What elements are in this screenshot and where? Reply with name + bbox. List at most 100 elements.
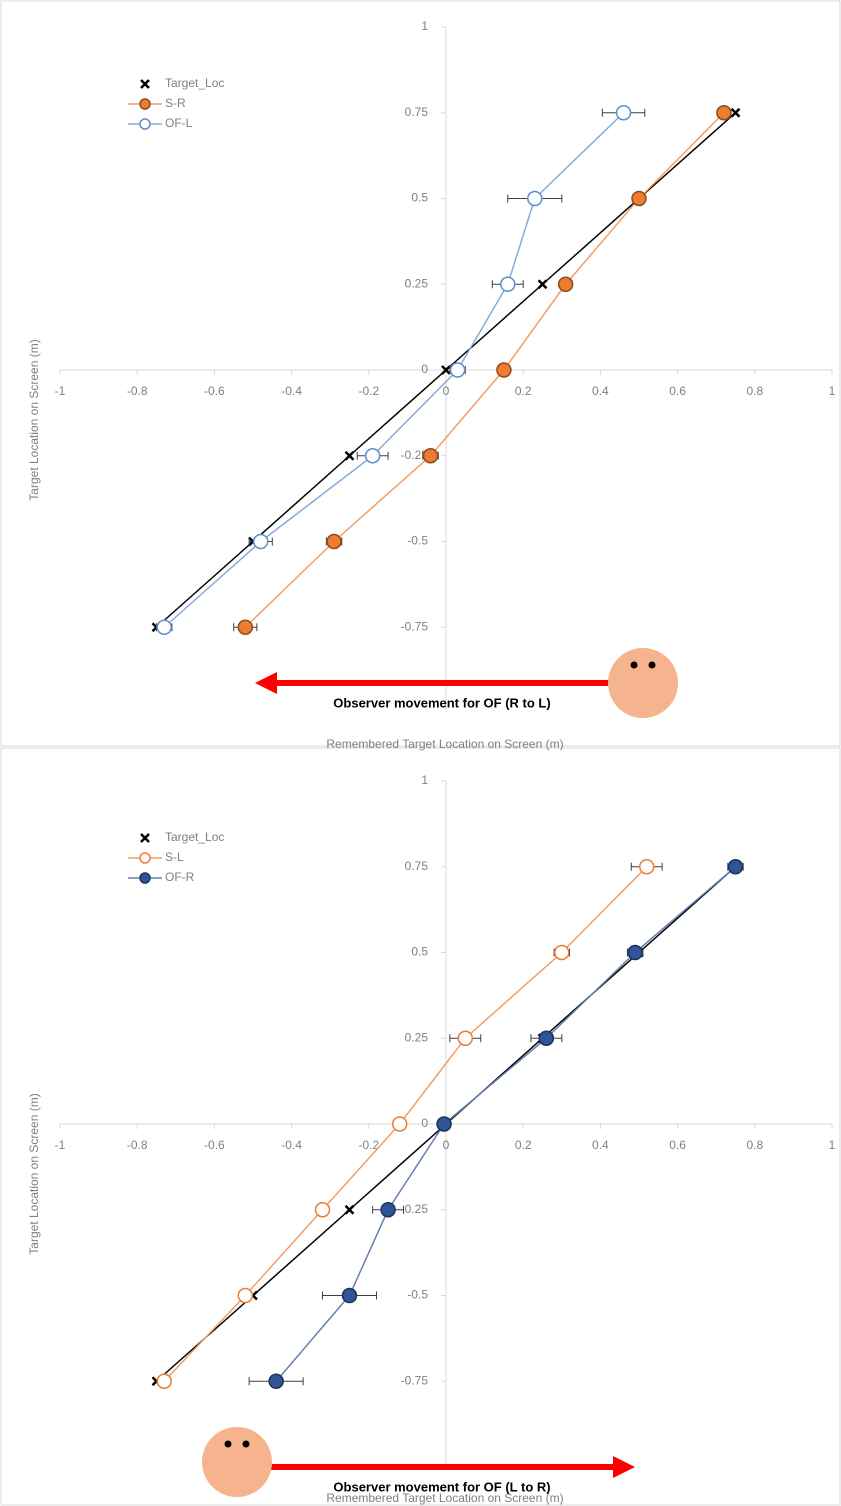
x-tick-label: 1 [829, 1138, 836, 1152]
y-tick-label: 0.75 [405, 859, 429, 873]
y-tick-label: -0.25 [401, 1202, 429, 1216]
data-point [252, 533, 269, 550]
x-tick-label: 0 [443, 384, 450, 398]
x-tick-label: -0.2 [358, 384, 379, 398]
y-tick-label: 0.5 [411, 945, 428, 959]
y-tick-label: -0.5 [407, 534, 428, 548]
x-tick-label: 0.2 [515, 384, 532, 398]
data-point [537, 279, 548, 290]
x-tick-label: -1 [55, 384, 66, 398]
observer-eye [224, 1440, 232, 1448]
arrow-head [255, 672, 277, 694]
data-point [538, 1030, 555, 1046]
observer-eye [648, 661, 656, 669]
data-point [422, 448, 439, 464]
arrow-head [613, 1456, 635, 1478]
x-axis-title: Remembered Target Location on Screen (m) [326, 1491, 563, 1505]
data-point [344, 450, 355, 461]
x-tick-label: -0.8 [127, 384, 148, 398]
data-point [326, 533, 342, 550]
y-tick-label: 1 [421, 19, 428, 33]
y-tick-label: -0.25 [401, 448, 429, 462]
x-tick-label: -0.4 [281, 384, 302, 398]
legend-marker [140, 79, 150, 89]
x-tick-label: -0.2 [358, 1138, 379, 1152]
legend-marker [139, 118, 151, 130]
data-point [615, 105, 632, 121]
x-axis-title: Remembered Target Location on Screen (m) [326, 737, 563, 751]
data-point [344, 1204, 355, 1215]
data-point [380, 1202, 396, 1218]
y-tick-label: 0.25 [405, 276, 429, 290]
y-tick-label: -0.5 [407, 1288, 428, 1302]
data-point [638, 859, 655, 875]
data-point [314, 1202, 331, 1218]
legend-label: OF-L [165, 116, 193, 130]
y-tick-label: 1 [421, 773, 428, 787]
data-point [268, 1373, 284, 1389]
x-tick-label: -1 [55, 1138, 66, 1152]
y-tick-label: -0.75 [401, 619, 429, 633]
legend-label: OF-R [165, 870, 195, 884]
x-tick-label: 0.6 [669, 384, 686, 398]
legend-marker [139, 98, 151, 110]
x-tick-label: 0.2 [515, 1138, 532, 1152]
x-tick-label: 0 [443, 1138, 450, 1152]
y-tick-label: 0 [421, 1116, 428, 1130]
data-point [449, 362, 466, 378]
legend-marker [139, 852, 151, 864]
x-tick-label: 0.8 [746, 384, 763, 398]
data-point [554, 944, 570, 961]
legend-label: S-L [165, 850, 184, 864]
data-point [716, 105, 732, 121]
x-tick-label: -0.6 [204, 1138, 225, 1152]
data-point [237, 1287, 254, 1304]
y-axis-title: Target Location on Screen (m) [27, 1093, 41, 1254]
panel-border [0, 0, 841, 747]
panel-border [0, 747, 841, 1506]
y-tick-label: 0.75 [405, 105, 429, 119]
data-point [527, 190, 543, 207]
data-point [631, 190, 647, 207]
x-tick-label: 0.4 [592, 1138, 609, 1152]
legend-label: Target_Loc [165, 76, 224, 90]
data-point [391, 1116, 408, 1132]
y-axis-title: Target Location on Screen (m) [27, 339, 41, 500]
data-point [557, 276, 574, 292]
observer-eye [242, 1440, 250, 1448]
data-point [237, 619, 254, 635]
data-point [441, 365, 451, 375]
y-tick-label: -0.75 [401, 1373, 429, 1387]
data-point [500, 276, 516, 292]
data-point [436, 1116, 452, 1132]
x-tick-label: 0.8 [746, 1138, 763, 1152]
x-tick-label: 0.4 [592, 384, 609, 398]
observer-face [608, 648, 678, 718]
legend-label: S-R [165, 96, 186, 110]
observer-eye [630, 661, 638, 669]
y-tick-label: 0.25 [405, 1030, 429, 1044]
annotation-text: Observer movement for OF (L to R) [333, 1479, 550, 1494]
data-point [364, 448, 381, 464]
data-point [457, 1030, 474, 1046]
annotation-text: Observer movement for OF (R to L) [333, 695, 550, 710]
y-tick-label: 0 [421, 362, 428, 376]
observer-face [202, 1427, 272, 1497]
legend-label: Target_Loc [165, 830, 224, 844]
y-tick-label: 0.5 [411, 191, 428, 205]
x-tick-label: -0.8 [127, 1138, 148, 1152]
legend-marker [140, 833, 150, 843]
data-point [156, 619, 172, 635]
x-tick-label: -0.4 [281, 1138, 302, 1152]
data-point [730, 107, 741, 118]
x-tick-label: 0.6 [669, 1138, 686, 1152]
x-tick-label: -0.6 [204, 384, 225, 398]
data-point [727, 859, 744, 875]
legend-marker [139, 872, 151, 884]
data-point [341, 1287, 358, 1304]
data-point [496, 362, 512, 378]
data-point [627, 944, 643, 961]
x-tick-label: 1 [829, 384, 836, 398]
